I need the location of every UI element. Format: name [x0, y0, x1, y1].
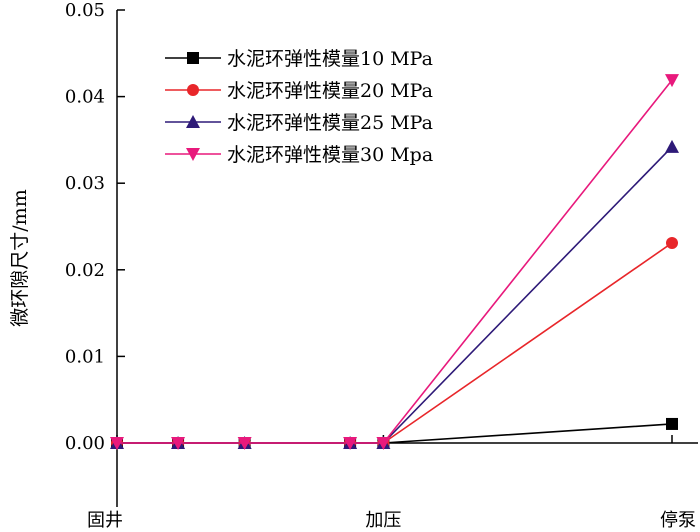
- series-line: [117, 242, 673, 444]
- x-tick-label: 固井: [87, 510, 123, 531]
- y-tick-label: 0.03: [65, 173, 105, 194]
- data-point: [171, 437, 186, 450]
- series-group: [110, 74, 679, 450]
- legend-item: 水泥环弹性模量30 Mpa: [165, 144, 433, 166]
- series-3: [110, 139, 679, 449]
- x-tick-label: 停泵: [660, 510, 696, 531]
- series-line: [117, 146, 673, 444]
- y-tick-label: 0.00: [65, 433, 105, 454]
- series-line: [117, 79, 673, 444]
- data-point: [376, 437, 391, 450]
- series-line: [117, 423, 673, 444]
- legend-label: 水泥环弹性模量25 MPa: [227, 112, 433, 134]
- data-point: [665, 74, 679, 88]
- y-axis-label: 微环隙尺寸/mm: [9, 189, 31, 326]
- series-2: [111, 236, 678, 449]
- legend-item: 水泥环弹性模量10 MPa: [165, 48, 433, 70]
- legend-label: 水泥环弹性模量10 MPa: [227, 48, 433, 70]
- legend-label: 水泥环弹性模量30 Mpa: [227, 144, 433, 166]
- y-tick-label: 0.04: [65, 87, 105, 108]
- data-point: [343, 437, 358, 450]
- series-1: [111, 417, 678, 449]
- legend-item: 水泥环弹性模量20 MPa: [165, 80, 433, 102]
- data-point: [237, 437, 252, 450]
- legend-label: 水泥环弹性模量20 MPa: [227, 80, 433, 102]
- data-point: [666, 417, 678, 430]
- y-tick-label: 0.01: [65, 346, 105, 367]
- legend-marker: [187, 52, 199, 64]
- legend-marker: [187, 84, 199, 96]
- data-point: [666, 236, 678, 249]
- y-tick-label: 0.05: [65, 0, 105, 21]
- y-tick-label: 0.02: [65, 260, 105, 281]
- data-point: [110, 437, 124, 450]
- legend-marker: [186, 148, 200, 161]
- data-point: [665, 139, 679, 153]
- legend-item: 水泥环弹性模量25 MPa: [165, 112, 433, 134]
- series-4: [110, 74, 679, 450]
- x-tick-label: 加压: [365, 510, 401, 531]
- y-ticks: 0.00 0.01 0.02 0.03 0.04 0.05: [65, 0, 125, 454]
- legend: 水泥环弹性模量10 MPa 水泥环弹性模量20 MPa 水泥环弹性模量25 MPa 水…: [165, 48, 433, 166]
- legend-marker: [186, 115, 200, 128]
